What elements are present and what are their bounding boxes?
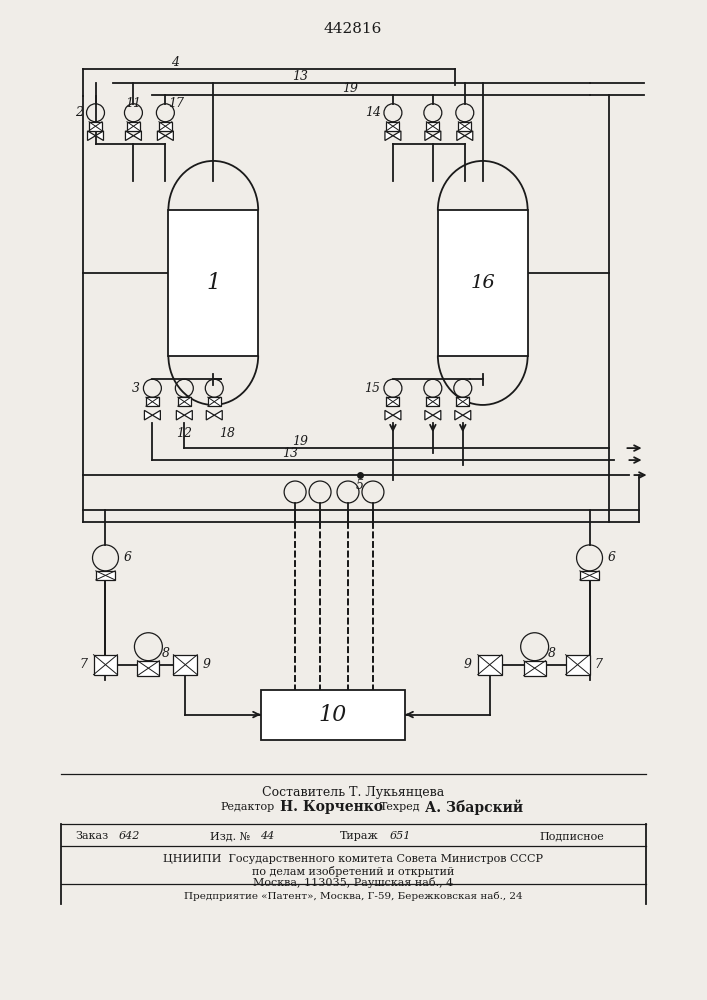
Text: 12: 12 <box>176 427 192 440</box>
Text: А. Збарский: А. Збарский <box>425 800 523 815</box>
Text: Подписное: Подписное <box>539 831 604 841</box>
Text: Составитель Т. Лукьянцева: Составитель Т. Лукьянцева <box>262 786 444 799</box>
Bar <box>478 655 502 675</box>
Polygon shape <box>455 410 463 420</box>
Polygon shape <box>214 410 222 420</box>
Text: Тираж: Тираж <box>340 831 379 841</box>
Polygon shape <box>185 410 192 420</box>
Text: 2: 2 <box>76 106 83 119</box>
Text: 442816: 442816 <box>324 22 382 36</box>
Bar <box>95 571 115 580</box>
Text: 16: 16 <box>470 274 495 292</box>
Text: 651: 651 <box>390 831 411 841</box>
Bar <box>458 122 472 131</box>
Bar <box>426 397 439 406</box>
Text: Москва, 113035, Раушская наб., 4: Москва, 113035, Раушская наб., 4 <box>253 877 453 888</box>
Bar <box>387 122 399 131</box>
Polygon shape <box>433 410 441 420</box>
Text: 18: 18 <box>219 427 235 440</box>
Polygon shape <box>425 410 433 420</box>
Text: 19: 19 <box>292 435 308 448</box>
Polygon shape <box>425 131 433 141</box>
Text: 8: 8 <box>161 647 170 660</box>
Polygon shape <box>463 410 471 420</box>
Text: 9: 9 <box>464 658 472 671</box>
Text: 642: 642 <box>119 831 140 841</box>
Polygon shape <box>95 131 103 141</box>
Text: 17: 17 <box>168 97 185 110</box>
Text: Редактор: Редактор <box>221 802 274 812</box>
Bar <box>178 397 191 406</box>
Text: 44: 44 <box>260 831 274 841</box>
Text: 19: 19 <box>342 82 358 95</box>
Text: 14: 14 <box>365 106 381 119</box>
Bar <box>208 397 221 406</box>
Polygon shape <box>385 410 393 420</box>
Bar <box>93 655 117 675</box>
Bar <box>261 690 405 740</box>
Text: 11: 11 <box>125 97 141 110</box>
Bar <box>89 122 102 131</box>
Text: 15: 15 <box>364 382 380 395</box>
Text: 4: 4 <box>171 56 180 69</box>
Text: по делам изобретений и открытий: по делам изобретений и открытий <box>252 866 454 877</box>
Text: ЦНИИПИ  Государственного комитета Совета Министров СССР: ЦНИИПИ Государственного комитета Совета … <box>163 854 543 864</box>
Polygon shape <box>433 131 441 141</box>
Polygon shape <box>206 410 214 420</box>
Polygon shape <box>457 131 464 141</box>
Text: Заказ: Заказ <box>76 831 109 841</box>
Bar <box>438 210 527 356</box>
Polygon shape <box>464 131 473 141</box>
Text: 7: 7 <box>79 658 88 671</box>
Bar <box>168 210 258 356</box>
Polygon shape <box>165 131 173 141</box>
Text: 8: 8 <box>548 647 556 660</box>
Text: 6: 6 <box>607 551 616 564</box>
Polygon shape <box>158 131 165 141</box>
Polygon shape <box>153 410 160 420</box>
Polygon shape <box>176 410 185 420</box>
Text: 5: 5 <box>356 479 364 492</box>
Polygon shape <box>385 131 393 141</box>
Bar <box>159 122 172 131</box>
Text: 10: 10 <box>319 704 347 726</box>
Polygon shape <box>393 131 401 141</box>
Text: 9: 9 <box>202 658 210 671</box>
Text: 13: 13 <box>292 70 308 83</box>
Text: 7: 7 <box>595 658 602 671</box>
Text: 13: 13 <box>282 447 298 460</box>
Text: Техред: Техред <box>380 802 421 812</box>
Bar <box>137 661 159 676</box>
Bar <box>173 655 197 675</box>
Bar <box>387 397 399 406</box>
Text: Изд. №: Изд. № <box>210 831 250 841</box>
Polygon shape <box>125 131 134 141</box>
Bar <box>426 122 439 131</box>
Bar <box>127 122 140 131</box>
Bar <box>146 397 159 406</box>
Text: 6: 6 <box>124 551 132 564</box>
Bar <box>524 661 546 676</box>
Polygon shape <box>134 131 141 141</box>
Bar <box>580 571 600 580</box>
Polygon shape <box>144 410 153 420</box>
Bar <box>566 655 590 675</box>
Text: 3: 3 <box>132 382 139 395</box>
Polygon shape <box>393 410 401 420</box>
Text: 1: 1 <box>206 272 221 294</box>
Bar <box>456 397 469 406</box>
Text: Предприятие «Патент», Москва, Г-59, Бережковская наб., 24: Предприятие «Патент», Москва, Г-59, Бере… <box>184 891 522 901</box>
Polygon shape <box>88 131 95 141</box>
Text: Н. Корченко: Н. Корченко <box>280 800 383 814</box>
